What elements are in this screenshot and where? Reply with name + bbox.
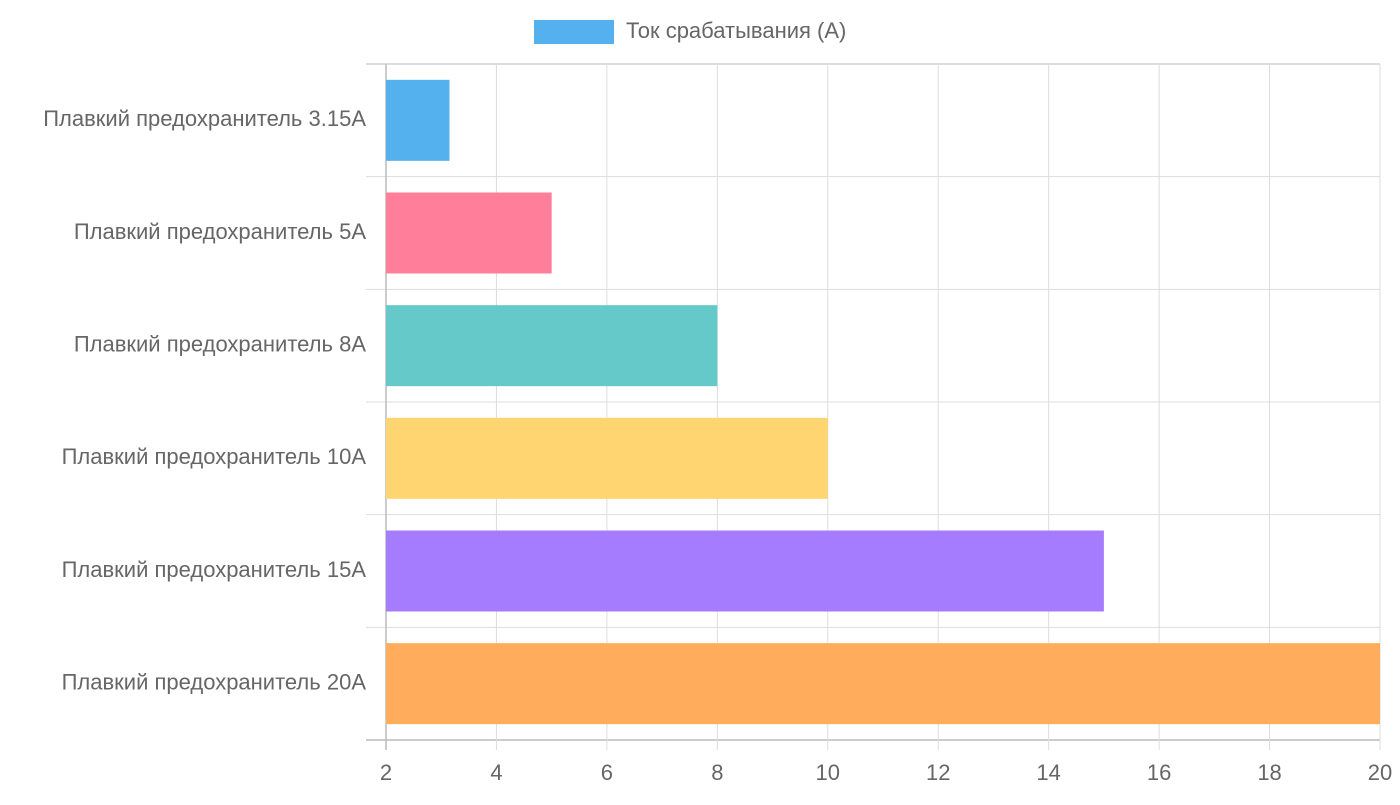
bar: [386, 530, 1104, 612]
x-tick-label: 16: [1147, 760, 1171, 785]
x-tick-label: 6: [601, 760, 613, 785]
bar: [386, 79, 450, 161]
x-tick-label: 20: [1368, 760, 1392, 785]
legend-label: Ток срабатывания (А): [626, 18, 846, 43]
x-tick-label: 18: [1257, 760, 1281, 785]
y-tick-label: Плавкий предохранитель 8А: [74, 331, 367, 356]
bar: [386, 417, 828, 499]
y-tick-label: Плавкий предохранитель 5А: [74, 219, 367, 244]
x-tick-label: 14: [1036, 760, 1060, 785]
bar: [386, 192, 552, 274]
x-tick-label: 8: [711, 760, 723, 785]
legend-swatch: [534, 20, 614, 44]
x-tick-label: 12: [926, 760, 950, 785]
x-tick-label: 10: [816, 760, 840, 785]
x-tick-label: 4: [490, 760, 502, 785]
y-tick-label: Плавкий предохранитель 10А: [62, 444, 367, 469]
y-tick-label: Плавкий предохранитель 15А: [62, 557, 367, 582]
y-tick-label: Плавкий предохранитель 20А: [62, 669, 367, 694]
bar: [386, 305, 718, 387]
x-tick-label: 2: [380, 760, 392, 785]
y-tick-label: Плавкий предохранитель 3.15А: [43, 106, 366, 131]
bar: [386, 643, 1380, 725]
